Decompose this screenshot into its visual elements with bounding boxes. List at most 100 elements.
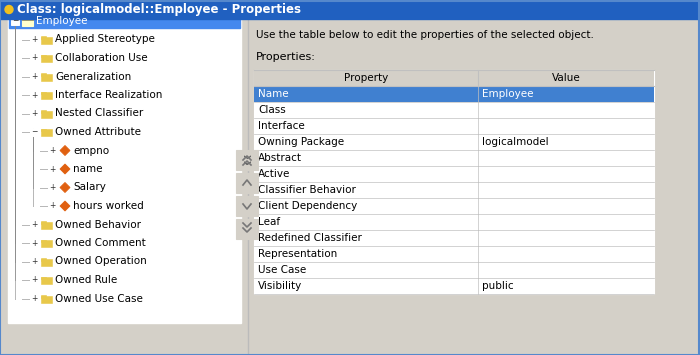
Bar xyxy=(48,165,56,173)
Polygon shape xyxy=(60,146,70,155)
Bar xyxy=(48,147,56,154)
Text: Owned Attribute: Owned Attribute xyxy=(55,127,141,137)
Bar xyxy=(11,17,19,25)
Text: Client Dependency: Client Dependency xyxy=(258,201,357,211)
Text: +: + xyxy=(49,146,55,155)
Text: name: name xyxy=(73,164,102,174)
Bar xyxy=(236,219,258,239)
Bar xyxy=(0,0,700,19)
Bar xyxy=(41,92,52,99)
Text: Owned Rule: Owned Rule xyxy=(55,275,118,285)
Bar xyxy=(30,257,38,266)
Bar xyxy=(41,277,46,279)
Bar xyxy=(30,220,38,229)
Text: Use Case: Use Case xyxy=(258,265,307,275)
Bar xyxy=(41,110,46,113)
Text: +: + xyxy=(31,220,37,229)
Bar xyxy=(41,240,52,247)
Text: Generalization: Generalization xyxy=(55,71,132,82)
Bar xyxy=(9,14,240,28)
Bar xyxy=(254,262,654,278)
Text: Owned Comment: Owned Comment xyxy=(55,238,146,248)
Bar xyxy=(41,92,46,94)
Text: Collaboration Use: Collaboration Use xyxy=(55,53,148,63)
Text: Class: logicalmodel::Employee - Properties: Class: logicalmodel::Employee - Properti… xyxy=(17,3,301,16)
Text: +: + xyxy=(49,202,55,211)
Bar xyxy=(41,221,46,224)
Bar xyxy=(30,109,38,118)
Bar xyxy=(8,13,241,323)
Bar xyxy=(41,55,46,57)
Bar xyxy=(30,72,38,81)
Bar xyxy=(254,134,654,150)
Text: ❮❮: ❮❮ xyxy=(244,152,251,164)
Text: Value: Value xyxy=(552,73,580,83)
Text: Interface Realization: Interface Realization xyxy=(55,90,162,100)
Text: Applied Stereotype: Applied Stereotype xyxy=(55,34,155,44)
Bar xyxy=(48,202,56,210)
Text: Employee: Employee xyxy=(36,16,88,26)
Bar xyxy=(41,295,52,302)
Text: Active: Active xyxy=(258,169,290,179)
Text: Class: Class xyxy=(258,105,286,115)
Bar xyxy=(30,54,38,62)
Text: Property: Property xyxy=(344,73,388,83)
Bar xyxy=(254,102,654,118)
Text: +: + xyxy=(31,91,37,99)
Bar xyxy=(634,218,642,226)
Bar xyxy=(634,170,642,178)
Text: Visibility: Visibility xyxy=(258,281,302,291)
Bar xyxy=(41,258,52,266)
Text: Properties:: Properties: xyxy=(256,52,316,62)
Text: +: + xyxy=(31,275,37,284)
Bar xyxy=(254,70,654,86)
Bar xyxy=(254,86,654,102)
Bar xyxy=(30,276,38,284)
Text: Salary: Salary xyxy=(73,182,106,192)
Bar xyxy=(30,239,38,247)
Bar xyxy=(30,295,38,302)
Text: Owning Package: Owning Package xyxy=(258,137,344,147)
Text: −: − xyxy=(31,127,37,137)
Bar xyxy=(41,110,52,118)
Text: Structure:: Structure: xyxy=(10,0,66,10)
Bar xyxy=(41,277,52,284)
Bar xyxy=(236,196,258,216)
Text: Interface: Interface xyxy=(258,121,304,131)
Text: +: + xyxy=(49,164,55,174)
Bar xyxy=(41,73,46,76)
Text: +: + xyxy=(31,109,37,118)
Text: hours worked: hours worked xyxy=(73,201,144,211)
Text: empno: empno xyxy=(73,146,109,155)
Bar xyxy=(41,258,46,261)
Bar xyxy=(41,37,52,44)
Bar xyxy=(41,129,46,131)
Bar xyxy=(41,36,46,38)
Bar xyxy=(41,222,52,229)
Text: logicalmodel: logicalmodel xyxy=(482,137,549,147)
Bar xyxy=(41,240,46,242)
Bar xyxy=(41,73,52,81)
Bar xyxy=(254,230,654,246)
Text: Nested Classifier: Nested Classifier xyxy=(55,109,144,119)
Text: +: + xyxy=(31,239,37,247)
Polygon shape xyxy=(60,182,70,192)
Bar xyxy=(22,16,33,26)
Bar xyxy=(254,246,654,262)
Text: Redefined Classifier: Redefined Classifier xyxy=(258,233,362,243)
Text: public: public xyxy=(482,281,514,291)
Bar xyxy=(236,150,258,170)
Bar xyxy=(48,184,56,191)
Text: Name: Name xyxy=(258,89,288,99)
Bar xyxy=(41,129,52,136)
Text: Representation: Representation xyxy=(258,249,337,259)
Bar xyxy=(30,91,38,99)
Bar xyxy=(634,154,642,162)
Text: Owned Behavior: Owned Behavior xyxy=(55,219,141,229)
Bar xyxy=(254,150,654,166)
Text: Leaf: Leaf xyxy=(258,217,280,227)
Text: Employee: Employee xyxy=(482,89,533,99)
Bar xyxy=(30,36,38,44)
Polygon shape xyxy=(60,201,70,211)
Polygon shape xyxy=(60,164,70,174)
